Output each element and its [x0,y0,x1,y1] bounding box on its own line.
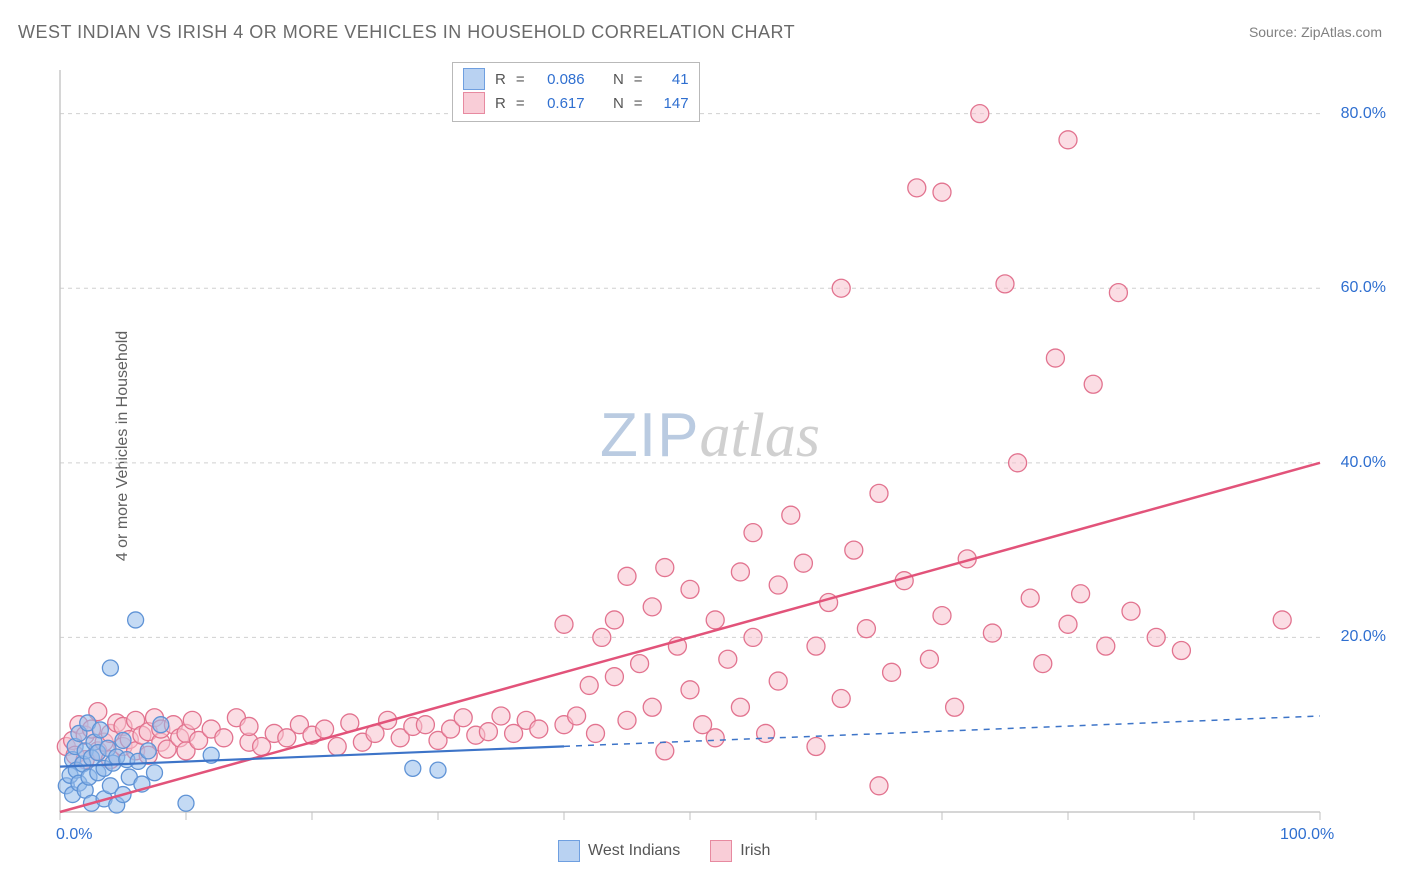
series-legend-item: West Indians [558,840,680,862]
series-legend-label: West Indians [588,842,680,860]
y-tick-label: 80.0% [1341,105,1386,123]
x-axis-min-label: 0.0% [56,826,92,844]
y-tick-label: 20.0% [1341,628,1386,646]
legend-swatch [558,840,580,862]
series-legend-item: Irish [710,840,770,862]
chart-title: WEST INDIAN VS IRISH 4 OR MORE VEHICLES … [18,22,795,43]
y-tick-label: 40.0% [1341,454,1386,472]
scatter-plot [50,60,1380,830]
series-legend: West Indians Irish [558,840,770,862]
correlation-legend-row: R=0.617 N=147 [463,91,689,115]
x-axis-max-label: 100.0% [1280,826,1334,844]
correlation-legend: R=0.086 N=41R=0.617 N=147 [452,62,700,122]
legend-swatch [710,840,732,862]
y-tick-label: 60.0% [1341,279,1386,297]
chart-source: Source: ZipAtlas.com [1249,24,1382,40]
legend-swatch [463,68,485,90]
series-legend-label: Irish [740,842,770,860]
legend-swatch [463,92,485,114]
correlation-legend-row: R=0.086 N=41 [463,67,689,91]
